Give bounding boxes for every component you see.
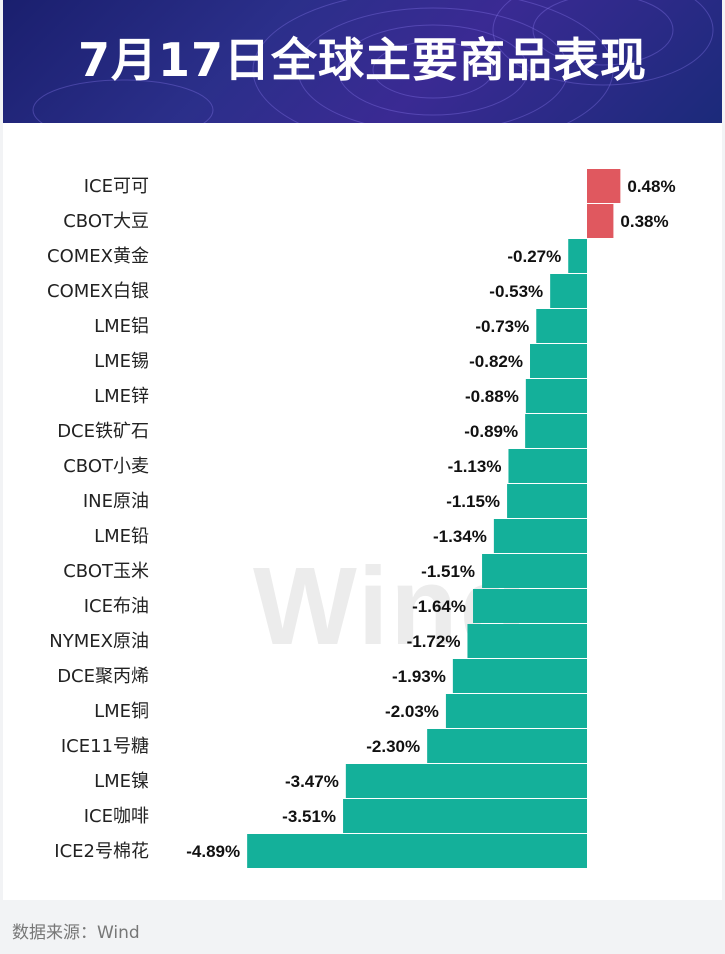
bar — [467, 624, 587, 658]
bar-chart: ICE可可 0.48% CBOT大豆 0.38% COMEX黄金 -0.27% COMEX白… — [47, 169, 676, 868]
category-label: COMEX黄金 — [47, 246, 149, 267]
value-label: -0.53% — [489, 282, 543, 301]
category-label: NYMEX原油 — [49, 631, 149, 652]
value-label: 0.48% — [627, 177, 675, 196]
bar — [587, 204, 614, 238]
banner-contour-decoration — [32, 0, 714, 123]
category-label: LME铝 — [94, 316, 149, 337]
header-banner: 7月17日全球主要商品表现 — [3, 0, 722, 123]
value-label: -4.89% — [186, 842, 240, 861]
value-label: -0.89% — [464, 422, 518, 441]
category-label: COMEX白银 — [47, 281, 149, 302]
data-source-note: 数据来源：Wind — [12, 923, 140, 943]
bar — [445, 694, 587, 728]
category-label: ICE11号糖 — [61, 736, 149, 757]
value-label: 0.38% — [620, 212, 668, 231]
value-label: -3.51% — [282, 807, 336, 826]
value-label: -1.93% — [392, 667, 446, 686]
bar — [536, 309, 587, 343]
category-label: ICE可可 — [84, 176, 149, 197]
value-label: -2.30% — [366, 737, 420, 756]
bar — [507, 484, 587, 518]
value-label: -1.51% — [421, 562, 475, 581]
bar — [343, 799, 587, 833]
bar — [525, 414, 587, 448]
category-label: LME锌 — [94, 386, 149, 407]
category-label: ICE咖啡 — [84, 806, 149, 827]
category-label: LME铅 — [94, 526, 149, 547]
bar — [550, 274, 587, 308]
value-label: -2.03% — [385, 702, 439, 721]
value-label: -1.13% — [448, 457, 502, 476]
value-label: -0.27% — [507, 247, 561, 266]
category-label: CBOT小麦 — [63, 456, 149, 477]
value-label: -1.64% — [412, 597, 466, 616]
page-title: 7月17日全球主要商品表现 — [77, 33, 648, 87]
category-label: LME锡 — [94, 351, 149, 372]
category-label: LME铜 — [94, 701, 149, 722]
value-label: -1.34% — [433, 527, 487, 546]
category-label: LME镍 — [94, 771, 149, 792]
value-label: -1.72% — [407, 632, 461, 651]
bar — [482, 554, 587, 588]
category-label: CBOT大豆 — [63, 211, 149, 232]
bar — [530, 344, 587, 378]
category-label: DCE铁矿石 — [57, 421, 149, 442]
category-label: ICE布油 — [84, 596, 149, 617]
bar — [568, 239, 587, 273]
bar — [247, 834, 587, 868]
value-label: -0.88% — [465, 387, 519, 406]
bar — [493, 519, 587, 553]
value-label: -0.82% — [469, 352, 523, 371]
bar — [427, 729, 587, 763]
bar — [508, 449, 587, 483]
category-label: CBOT玉米 — [63, 561, 149, 582]
value-label: -1.15% — [446, 492, 500, 511]
category-label: DCE聚丙烯 — [57, 666, 149, 687]
bar — [473, 589, 587, 623]
category-label: ICE2号棉花 — [54, 841, 149, 862]
bar — [452, 659, 587, 693]
value-label: -3.47% — [285, 772, 339, 791]
bar — [587, 169, 621, 203]
category-label: INE原油 — [83, 491, 149, 512]
bar — [525, 379, 587, 413]
chart-card: Wind ICE可可 0.48% CBOT大豆 0.38% COMEX黄金 -0.27% C… — [3, 123, 722, 900]
bar — [345, 764, 587, 798]
value-label: -0.73% — [475, 317, 529, 336]
